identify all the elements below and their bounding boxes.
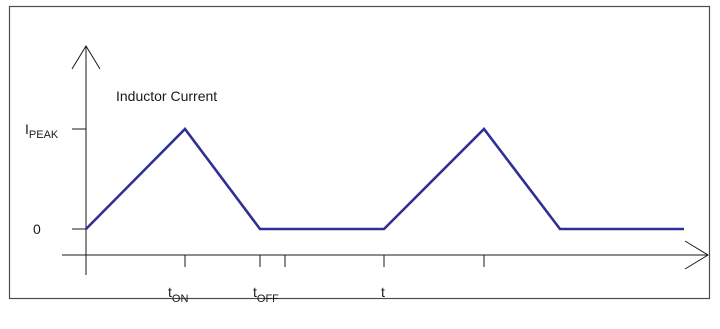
x-label-ton: tON xyxy=(168,284,188,305)
x-label-t: t xyxy=(381,284,385,300)
y-label-zero: 0 xyxy=(33,221,41,237)
x-axis-arrowhead xyxy=(684,240,709,270)
y-label-peak: IPEAK xyxy=(25,121,59,141)
y-label-peak-main: I xyxy=(25,121,29,137)
x-label-toff-sub: OFF xyxy=(257,293,279,305)
x-label-ton-main: t xyxy=(168,284,172,300)
diagram-border xyxy=(8,5,711,300)
x-label-ton-sub: ON xyxy=(172,293,189,305)
x-label-toff-main: t xyxy=(253,284,257,300)
diagram-title: Inductor Current xyxy=(116,88,217,104)
y-axis-arrowhead xyxy=(71,45,101,70)
x-label-toff: tOFF xyxy=(253,284,279,305)
inductor-current-waveform xyxy=(85,127,684,231)
y-label-peak-sub: PEAK xyxy=(29,129,59,141)
